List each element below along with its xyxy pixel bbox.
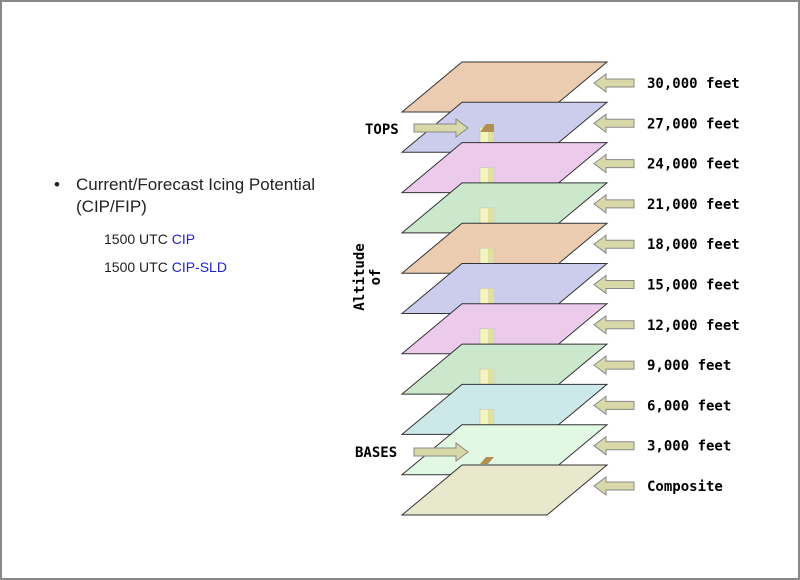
arrow — [593, 153, 635, 174]
layer-label: 9,000 feet — [647, 358, 731, 374]
arrow — [593, 355, 635, 376]
axis-label: of — [368, 269, 384, 286]
layer-label: Composite — [647, 479, 723, 495]
layer-label: 3,000 feet — [647, 439, 731, 455]
tops-marker — [480, 124, 494, 132]
bases-marker — [480, 457, 494, 464]
layer-label: 15,000 feet — [647, 278, 740, 294]
link-prefix: 1500 UTC — [104, 231, 168, 247]
link[interactable]: CIP — [171, 231, 196, 247]
link[interactable]: CIP-SLD — [171, 259, 227, 275]
arrow — [593, 73, 635, 93]
arrow — [593, 193, 635, 214]
altitude-layer — [400, 464, 609, 516]
arrow — [593, 314, 635, 335]
layer-label: 6,000 feet — [647, 398, 731, 414]
layer-label: 27,000 feet — [647, 116, 740, 132]
arrow — [593, 395, 635, 416]
layer-label: 30,000 feet — [647, 76, 740, 92]
bullet-title: Current/Forecast Icing Potential (CIP/FI… — [76, 175, 316, 216]
arrow — [413, 442, 469, 462]
bullet: • Current/Forecast Icing Potential (CIP/… — [54, 174, 364, 218]
arrow — [593, 113, 635, 134]
arrow — [593, 234, 635, 255]
arrow — [593, 274, 635, 295]
link-row: 1500 UTC CIP — [104, 231, 195, 247]
layer-label: 12,000 feet — [647, 318, 740, 334]
layer-label: 18,000 feet — [647, 237, 740, 253]
arrow — [593, 435, 635, 456]
axis-label: Altitude — [352, 243, 368, 310]
arrow — [413, 118, 469, 138]
tops-label: TOPS — [365, 122, 399, 138]
layer-label: 21,000 feet — [647, 197, 740, 213]
arrow — [593, 476, 635, 496]
layer-label: 24,000 feet — [647, 157, 740, 173]
link-row: 1500 UTC CIP-SLD — [104, 259, 227, 275]
bases-label: BASES — [355, 445, 397, 461]
link-prefix: 1500 UTC — [104, 259, 168, 275]
